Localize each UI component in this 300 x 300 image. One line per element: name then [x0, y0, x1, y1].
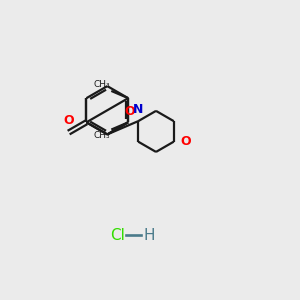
Text: CH₃: CH₃ — [93, 80, 110, 89]
Text: CH₃: CH₃ — [93, 131, 110, 140]
Text: N: N — [133, 103, 143, 116]
Text: O: O — [124, 105, 135, 118]
Text: H: H — [143, 228, 155, 243]
Text: O: O — [63, 114, 74, 127]
Text: O: O — [180, 135, 191, 148]
Text: Cl: Cl — [110, 228, 125, 243]
